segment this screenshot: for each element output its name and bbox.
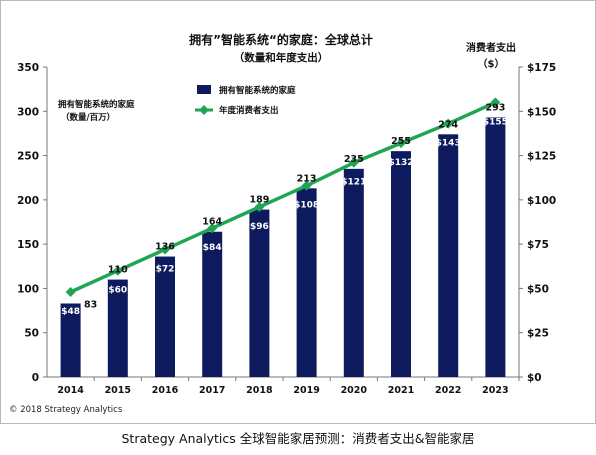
legend-line-marker (199, 105, 209, 115)
line-value-label: $121 (341, 178, 366, 188)
line-value-label: $155 (483, 117, 508, 127)
bar-value-label: 83 (84, 299, 97, 310)
line-point (348, 157, 359, 168)
bar-value-label: 110 (108, 265, 128, 276)
bar (155, 256, 175, 377)
line-value-label: $132 (388, 158, 413, 168)
bar (60, 303, 81, 377)
chart-subtitle: （数量和年度支出） (234, 51, 329, 64)
bar-value-label: 164 (202, 217, 222, 228)
spending-line (69, 100, 497, 294)
bar (296, 188, 317, 377)
x-tick-label: 2022 (435, 385, 461, 396)
left-tick-label: 200 (17, 195, 39, 207)
chart-title: 拥有”智能系统“的家庭：全球总计 (189, 32, 373, 47)
left-tick-label: 50 (24, 328, 39, 340)
line-point (112, 265, 123, 276)
right-tick-label: $75 (527, 239, 549, 251)
x-tick-label: 2017 (199, 385, 225, 396)
line-value-label: $108 (294, 201, 319, 211)
x-tick-label: 2021 (388, 385, 414, 396)
line-value-label: $84 (203, 243, 222, 253)
line-value-label: $96 (250, 222, 269, 232)
line-point (65, 286, 76, 297)
left-tick-label: 350 (17, 62, 39, 74)
right-tick-label: $25 (527, 328, 549, 340)
bar-value-label: 213 (297, 173, 317, 184)
x-tick-label: 2023 (482, 385, 508, 396)
left-tick-label: 100 (17, 283, 39, 295)
left-axis-label-line1: 拥有智能系统的家庭 (58, 99, 135, 110)
chart: 拥有”智能系统“的家庭：全球总计 （数量和年度支出） 拥有智能系统的家庭 （数量… (9, 32, 556, 415)
x-tick-label: 2016 (152, 385, 179, 396)
line-value-label: $72 (156, 264, 175, 274)
bar (391, 151, 411, 377)
bar-value-label: 293 (485, 102, 505, 113)
bar (107, 279, 128, 377)
right-tick-label: $150 (527, 106, 556, 118)
right-axis-label-line1: 消费者支出 (466, 41, 516, 54)
data-labels: 83 110 136 164 189 213 235 255 274 293 $48 $60 $72 $8… (61, 102, 508, 316)
x-tick-label: 2019 (293, 385, 319, 396)
left-tick-label: 250 (17, 151, 39, 163)
chart-frame: 拥有”智能系统“的家庭：全球总计 （数量和年度支出） 拥有智能系统的家庭 （数量… (0, 0, 596, 424)
bar-value-label: 235 (344, 154, 364, 165)
bar (343, 168, 364, 377)
line-series (65, 97, 501, 297)
line-point (443, 118, 454, 129)
right-tick-label: $50 (527, 283, 549, 295)
x-tick-label: 2014 (57, 385, 84, 396)
bars (60, 117, 506, 377)
right-tick-label: $175 (527, 62, 556, 74)
line-point (301, 180, 312, 191)
left-tick-label: 0 (32, 372, 39, 384)
bar-value-label: 274 (438, 119, 458, 130)
x-tick-label: 2015 (105, 385, 131, 396)
right-axis-label-line2: （$） (478, 57, 505, 70)
line-value-label: $48 (61, 307, 80, 317)
x-tick-label: 2020 (341, 385, 368, 396)
bar (249, 209, 270, 377)
bar-value-label: 189 (249, 195, 269, 206)
bar-value-label: 136 (155, 242, 175, 253)
line-point (207, 223, 218, 234)
x-tick-label: 2018 (246, 385, 273, 396)
right-tick-label: $0 (527, 372, 542, 384)
legend-bar-swatch (197, 85, 211, 94)
right-tick-label: $100 (527, 195, 556, 207)
copyright: © 2018 Strategy Analytics (9, 405, 123, 415)
line-point (490, 97, 501, 108)
axes: 0 50 100 150 200 250 300 350 $0 $25 $50 $75 $100 $125… (17, 62, 556, 396)
line-point (396, 138, 406, 149)
right-tick-label: $125 (527, 151, 556, 163)
line-point (254, 201, 265, 212)
left-axis-label-line2: （数量/百万） (61, 112, 115, 123)
left-tick-label: 150 (17, 239, 39, 251)
legend: 拥有智能系统的家庭 年度消费者支出 (195, 85, 296, 116)
legend-line-label: 年度消费者支出 (219, 105, 279, 116)
legend-bar-label: 拥有智能系统的家庭 (219, 85, 296, 96)
line-value-label: $143 (436, 139, 461, 149)
figure-caption: Strategy Analytics 全球智能家居预测：消费者支出&智能家居 (121, 431, 475, 446)
left-tick-label: 300 (17, 106, 39, 118)
line-value-label: $60 (108, 286, 127, 296)
bar (202, 231, 223, 377)
line-point (160, 244, 170, 255)
bar (485, 117, 506, 377)
bar-value-label: 255 (391, 136, 411, 147)
bar (438, 134, 459, 377)
